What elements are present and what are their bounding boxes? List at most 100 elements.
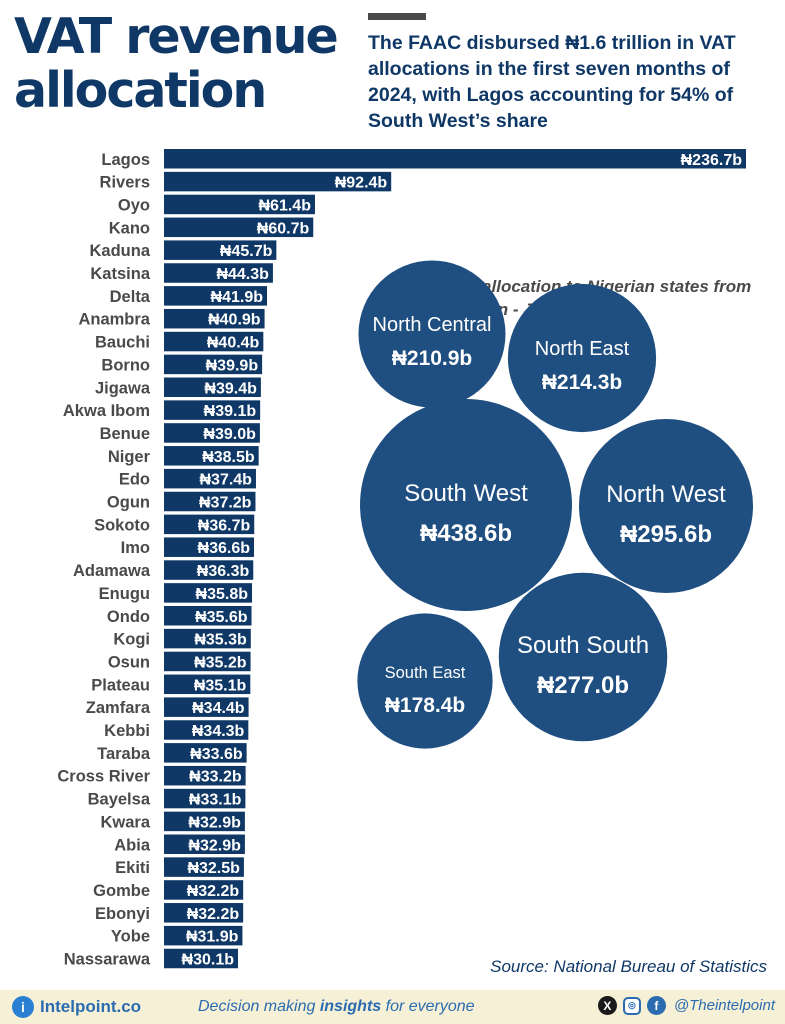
footer: i Intelpoint.co Decision making insights…: [0, 990, 785, 1024]
bar-kebbi: [164, 720, 249, 740]
bar-ekiti: [164, 857, 244, 877]
bar-kaduna: [164, 240, 277, 260]
region-label-south-south: South South: [517, 632, 649, 659]
value-label-ebonyi: ₦32.2b: [187, 906, 240, 923]
state-label-delta: Delta: [110, 288, 151, 306]
bubble-north-west: [578, 418, 754, 594]
value-label-bauchi: ₦40.4b: [207, 335, 260, 352]
region-value-north-east: ₦214.3b: [542, 371, 623, 394]
state-label-cross-river: Cross River: [57, 768, 150, 786]
bar-enugu: [164, 583, 253, 603]
state-label-jigawa: Jigawa: [95, 379, 151, 397]
instagram-icon[interactable]: ◎: [622, 996, 641, 1015]
vat-bar-chart: Lagos ₦236.7b Rivers ₦92.4b Oyo ₦61.4b Kano ₦60…: [57, 149, 754, 969]
value-label-ekiti: ₦32.5b: [187, 860, 240, 877]
value-label-ogun: ₦37.2b: [199, 495, 252, 512]
state-label-plateau: Plateau: [91, 676, 150, 694]
bar-gombe: [164, 880, 244, 900]
page-subtitle: The FAAC disbursed ₦1.6 trillion in VAT …: [368, 32, 736, 132]
region-value-north-central: ₦210.9b: [392, 347, 473, 370]
social-handle[interactable]: @Theintelpoint: [673, 997, 775, 1014]
bar-osun: [164, 651, 251, 672]
brand[interactable]: i Intelpoint.co: [12, 996, 141, 1018]
bar-nassarawa: [164, 948, 239, 969]
bubble-south-west: [360, 399, 572, 611]
value-label-bayelsa: ₦33.1b: [189, 792, 242, 809]
state-label-anambra: Anambra: [78, 311, 150, 329]
bar-oyo: [164, 194, 315, 215]
value-label-kogi: ₦35.3b: [194, 632, 247, 649]
bar-ogun: [164, 491, 256, 512]
source-note: Source: National Bureau of Statistics: [490, 957, 767, 976]
value-label-jigawa: ₦39.4b: [204, 380, 257, 397]
x-icon[interactable]: X: [597, 996, 617, 1015]
value-label-enugu: ₦35.8b: [196, 586, 249, 603]
state-label-kogi: Kogi: [113, 631, 150, 649]
region-label-south-west: South West: [404, 480, 528, 507]
bar-katsina: [164, 263, 273, 283]
value-label-anambra: ₦40.9b: [208, 312, 261, 329]
value-label-sokoto: ₦36.7b: [198, 517, 251, 534]
bar-delta: [164, 286, 268, 306]
bar-jigawa: [164, 377, 261, 397]
region-label-north-east: North East: [535, 338, 630, 360]
value-label-oyo: ₦61.4b: [259, 197, 312, 214]
header-accent-bar: [368, 13, 426, 20]
state-label-niger: Niger: [108, 448, 151, 466]
tagline-start: Decision making: [198, 998, 320, 1015]
facebook-icon[interactable]: f: [646, 996, 666, 1015]
bar-niger: [164, 446, 259, 466]
bar-ondo: [164, 606, 252, 626]
value-label-osun: ₦35.2b: [194, 654, 247, 671]
value-label-adamawa: ₦36.3b: [197, 563, 250, 580]
value-label-niger: ₦38.5b: [202, 449, 255, 466]
tagline: Decision making insights for everyone: [198, 998, 475, 1016]
value-label-cross-river: ₦33.2b: [189, 769, 242, 786]
bubble-south-east: [357, 613, 493, 749]
state-label-borno: Borno: [101, 356, 150, 374]
value-label-delta: ₦41.9b: [211, 289, 264, 306]
state-label-zamfara: Zamfara: [86, 699, 151, 717]
state-label-oyo: Oyo: [118, 196, 150, 214]
bar-kano: [164, 217, 314, 238]
state-label-edo: Edo: [119, 471, 150, 489]
region-value-south-east: ₦178.4b: [385, 694, 466, 717]
state-label-adamawa: Adamawa: [73, 562, 151, 580]
state-label-gombe: Gombe: [93, 882, 150, 900]
social-links: X ◎ f @Theintelpoint: [597, 996, 775, 1015]
region-value-south-west: ₦438.6b: [420, 520, 512, 547]
state-label-taraba: Taraba: [97, 745, 151, 763]
value-label-akwa-ibom: ₦39.1b: [204, 403, 257, 420]
tagline-end: for everyone: [381, 998, 475, 1015]
state-label-bayelsa: Bayelsa: [88, 791, 151, 809]
region-label-north-west: North West: [606, 481, 726, 508]
state-label-rivers: Rivers: [100, 174, 150, 192]
bar-akwa-ibom: [164, 400, 261, 420]
state-label-kwara: Kwara: [100, 813, 150, 831]
bar-adamawa: [164, 560, 254, 580]
state-label-kaduna: Kaduna: [89, 242, 150, 260]
value-label-ondo: ₦35.6b: [195, 609, 248, 626]
bar-rivers: [164, 171, 392, 192]
bar-bayelsa: [164, 788, 246, 809]
region-value-south-south: ₦277.0b: [537, 672, 629, 699]
bar-bauchi: [164, 331, 264, 352]
state-label-enugu: Enugu: [99, 585, 150, 603]
bar-yobe: [164, 925, 243, 946]
state-label-ondo: Ondo: [107, 608, 150, 626]
value-label-kebbi: ₦34.3b: [192, 723, 245, 740]
value-label-benue: ₦39.0b: [203, 426, 256, 443]
state-label-yobe: Yobe: [111, 928, 150, 946]
tagline-bold: insights: [319, 998, 382, 1015]
page-title: VAT revenue allocation: [14, 8, 339, 119]
region-label-north-central: North Central: [373, 314, 492, 336]
state-label-imo: Imo: [121, 539, 150, 557]
value-label-zamfara: ₦34.4b: [192, 700, 245, 717]
bar-edo: [164, 468, 256, 489]
bar-benue: [164, 423, 260, 443]
bubble-south-south: [498, 572, 668, 742]
value-label-edo: ₦37.4b: [199, 472, 252, 489]
value-label-nassarawa: ₦30.1b: [182, 952, 235, 969]
value-label-lagos: ₦236.7b: [681, 152, 743, 169]
bar-zamfara: [164, 697, 249, 717]
